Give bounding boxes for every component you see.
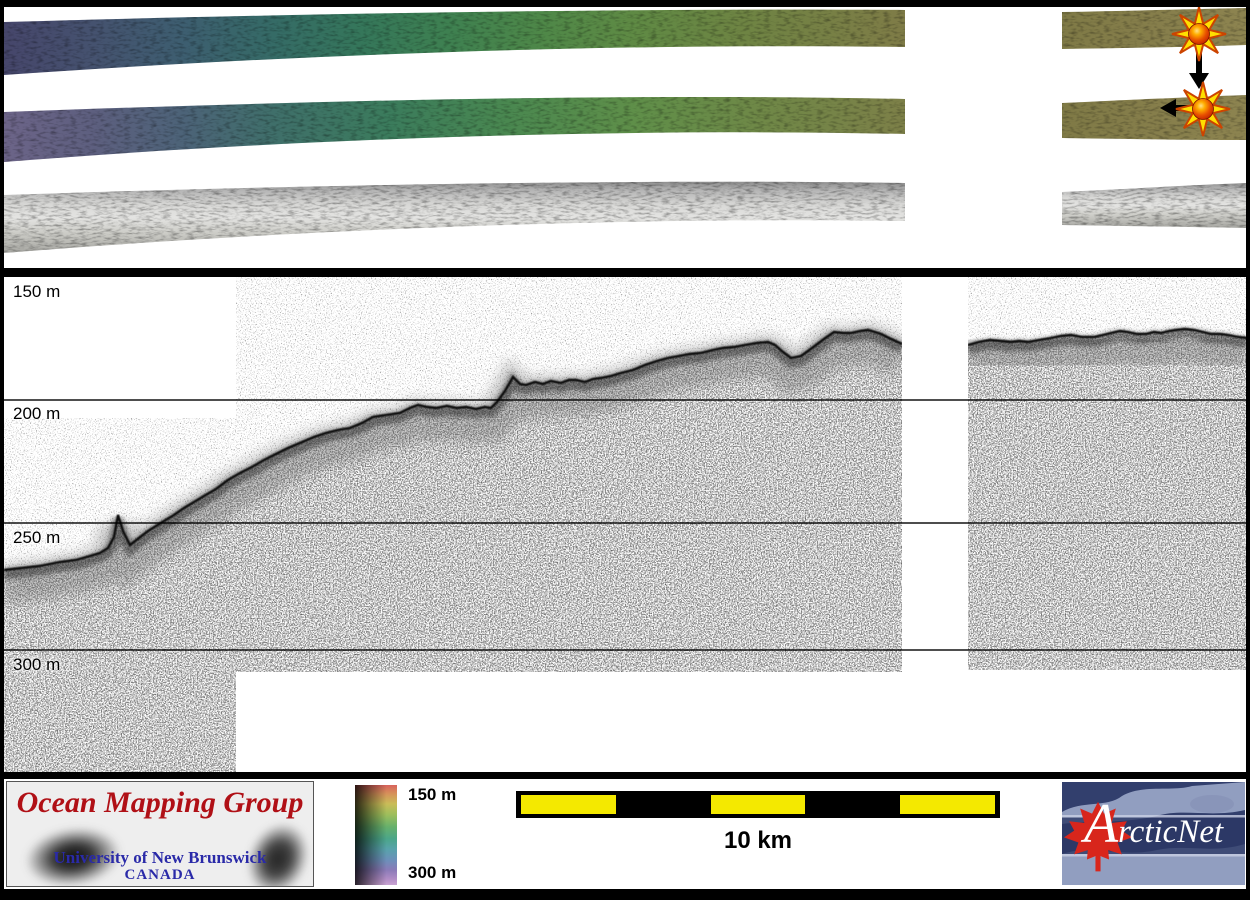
depth-gridlines xyxy=(4,399,1246,651)
ocean-mapping-group-logo: Ocean Mapping Group University of New Br… xyxy=(6,781,314,887)
depth-label-300m: 300 m xyxy=(13,655,61,674)
swath-panel xyxy=(4,7,1246,268)
sidescan-strip xyxy=(4,181,1246,253)
arcticnet-rest: rcticNet xyxy=(1118,814,1224,850)
footer-bar: Ocean Mapping Group University of New Br… xyxy=(4,779,1246,889)
arcticnet-graphics xyxy=(1062,782,1245,885)
starburst-icon xyxy=(1171,7,1227,62)
scale-bar-label: 10 km xyxy=(723,827,793,854)
omg-subtitle-country: CANADA xyxy=(124,867,196,883)
bathymetry-strip-2 xyxy=(4,95,1246,162)
arcticnet-wordmark: ArcticNet xyxy=(1062,796,1245,852)
scale-segment xyxy=(900,795,995,814)
scale-segment xyxy=(805,795,901,814)
maple-leaf-icon xyxy=(1064,801,1132,872)
echogram-left-segment xyxy=(4,277,902,772)
scale-segment xyxy=(615,795,711,814)
echogram-graphics xyxy=(4,277,1246,772)
colorbar-bottom-label: 300 m xyxy=(408,863,457,882)
depth-label-200m: 200 m xyxy=(13,404,61,423)
arcticnet-initial: A xyxy=(1083,793,1119,855)
starburst-icon xyxy=(1175,81,1231,137)
scale-segment xyxy=(710,795,806,814)
arcticnet-logo: ArcticNet xyxy=(1062,782,1245,885)
colorbar-top-label: 150 m xyxy=(408,785,457,804)
depth-colorbar xyxy=(355,785,397,885)
swath-graphics xyxy=(4,7,1246,253)
down-arrow-icon xyxy=(1189,51,1209,89)
scale-segment xyxy=(521,795,616,814)
omg-subtitle-university: University of New Brunswick xyxy=(53,848,267,867)
scale-bar-segments xyxy=(516,791,1000,818)
map-scale-bar: 10 km xyxy=(516,791,1000,855)
bathymetry-strip-1 xyxy=(4,8,1246,76)
depth-label-250m: 250 m xyxy=(13,528,61,547)
subbottom-profile-panel: 150 m 200 m 250 m 300 m xyxy=(4,277,1246,772)
depth-label-150m: 150 m xyxy=(13,282,61,301)
omg-title: Ocean Mapping Group xyxy=(16,786,304,819)
echogram-right-segment xyxy=(968,277,1246,670)
